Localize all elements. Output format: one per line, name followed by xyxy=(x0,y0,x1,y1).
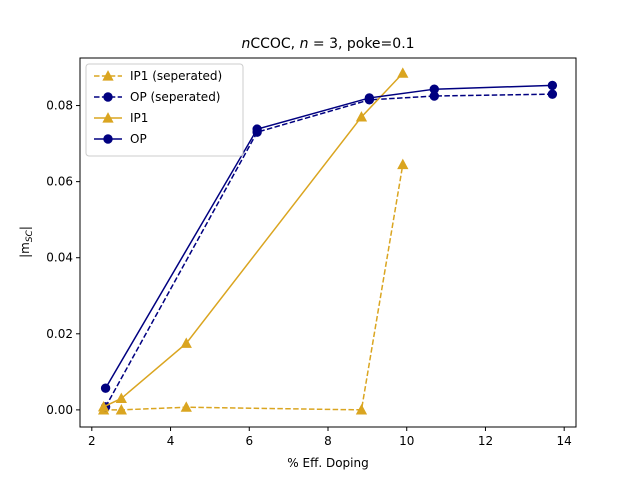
x-tick-label: 2 xyxy=(88,434,96,448)
legend-label: IP1 xyxy=(130,111,148,125)
data-point xyxy=(365,94,373,102)
y-tick-label: 0.02 xyxy=(46,327,73,341)
legend-marker xyxy=(104,93,112,101)
x-tick-label: 14 xyxy=(557,434,572,448)
data-point xyxy=(101,384,109,392)
chart-title: nCCOC, n = 3, poke=0.1 xyxy=(241,36,414,52)
data-point xyxy=(548,90,556,98)
data-point xyxy=(430,85,438,93)
data-point xyxy=(548,81,556,89)
x-tick-label: 6 xyxy=(245,434,253,448)
x-tick-label: 4 xyxy=(167,434,175,448)
x-tick-label: 8 xyxy=(324,434,332,448)
legend-label: OP xyxy=(130,132,147,146)
x-tick-label: 12 xyxy=(478,434,493,448)
data-point xyxy=(253,125,261,133)
y-tick-label: 0.04 xyxy=(46,251,73,265)
legend-label: OP (seperated) xyxy=(130,90,221,104)
legend: IP1 (seperated) OP (seperated) IP1 OP xyxy=(86,64,243,156)
x-axis-label: % Eff. Doping xyxy=(287,456,368,470)
y-tick-label: 0.00 xyxy=(46,403,73,417)
legend-label: IP1 (seperated) xyxy=(130,69,222,83)
legend-marker xyxy=(104,135,112,143)
y-tick-label: 0.08 xyxy=(46,99,73,113)
y-tick-label: 0.06 xyxy=(46,175,73,189)
x-tick-label: 10 xyxy=(399,434,414,448)
